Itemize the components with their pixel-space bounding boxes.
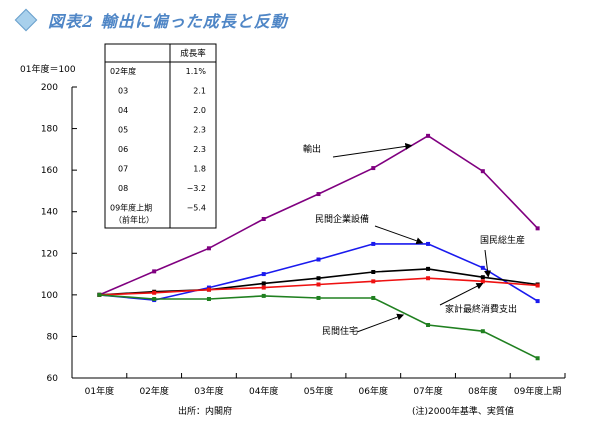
x-tick-label: 03年度 bbox=[194, 385, 223, 397]
data-point bbox=[480, 169, 485, 174]
growth-table bbox=[104, 43, 217, 229]
data-point bbox=[206, 297, 211, 302]
table-row-label: 02年度 bbox=[110, 66, 136, 76]
data-point bbox=[371, 241, 376, 246]
y-tick-label: 160 bbox=[41, 166, 58, 176]
annotation-label: 家計最終消費支出 bbox=[445, 303, 517, 315]
annotation-label: 国民総生産 bbox=[480, 234, 525, 246]
series-line-3 bbox=[99, 277, 538, 296]
table-row-value: 1.1% bbox=[186, 67, 207, 76]
annotation-label: 民間住宅 bbox=[322, 325, 358, 337]
data-point bbox=[480, 329, 485, 334]
table-footnote: （前年比） bbox=[114, 215, 154, 225]
annotation-arrow bbox=[356, 313, 405, 333]
data-point bbox=[371, 166, 376, 171]
y-tick-label: 180 bbox=[41, 125, 58, 135]
annotation-arrow bbox=[332, 142, 413, 158]
x-tick-label: 06年度 bbox=[359, 385, 388, 397]
data-point bbox=[261, 281, 266, 286]
x-tick-label: 02年度 bbox=[139, 385, 168, 397]
table-row-label: 03 bbox=[118, 87, 128, 96]
source-note: 出所：内閣府 bbox=[178, 407, 233, 417]
data-point bbox=[261, 285, 266, 290]
data-point bbox=[480, 279, 485, 284]
data-point bbox=[426, 133, 431, 138]
data-point bbox=[316, 276, 321, 281]
data-point bbox=[371, 295, 376, 300]
data-point bbox=[316, 282, 321, 287]
title-bar: 図表2 輸出に偏った成長と反動 bbox=[14, 8, 288, 32]
series-line-2 bbox=[99, 268, 538, 296]
data-point bbox=[535, 226, 540, 231]
table-row-label: 04 bbox=[118, 106, 128, 115]
data-point bbox=[261, 272, 266, 277]
data-point bbox=[480, 265, 485, 270]
table-row-value: −5.4 bbox=[187, 204, 206, 213]
table-row-label: 07 bbox=[118, 165, 128, 174]
data-point bbox=[206, 285, 211, 290]
data-point bbox=[97, 292, 102, 297]
table-row-value: 2.3 bbox=[193, 126, 206, 135]
data-point bbox=[316, 295, 321, 300]
y-tick-label: 120 bbox=[41, 249, 58, 259]
data-point bbox=[371, 279, 376, 284]
table-row-value: −3.2 bbox=[187, 184, 206, 193]
table-row-label: 06 bbox=[118, 145, 128, 154]
annotation-label: 輸出 bbox=[303, 143, 321, 155]
x-tick-label: 04年度 bbox=[249, 385, 278, 397]
table-row-label: 09年度上期 bbox=[110, 203, 152, 213]
x-tick-label: 08年度 bbox=[468, 385, 497, 397]
x-tick-label: 07年度 bbox=[413, 385, 442, 397]
data-point bbox=[426, 241, 431, 246]
data-point bbox=[535, 356, 540, 361]
data-point bbox=[426, 322, 431, 327]
y-tick-label: 60 bbox=[47, 374, 59, 384]
x-tick-label: 05年度 bbox=[304, 385, 333, 397]
footnote: (注)2000年基準、実質値 bbox=[412, 407, 514, 417]
annotation-arrow bbox=[484, 249, 492, 278]
table-row-value: 1.8 bbox=[193, 165, 206, 174]
table-row-value: 2.1 bbox=[193, 87, 206, 96]
y-tick-label: 200 bbox=[41, 83, 58, 93]
data-point bbox=[152, 297, 157, 302]
table-row-value: 2.3 bbox=[193, 145, 206, 154]
x-tick-label: 01年度 bbox=[85, 385, 114, 397]
data-point bbox=[426, 276, 431, 281]
data-point bbox=[480, 275, 485, 280]
annotation-label: 民間企業設備 bbox=[315, 213, 369, 225]
data-point bbox=[535, 283, 540, 288]
data-point bbox=[152, 269, 157, 274]
data-point bbox=[152, 290, 157, 295]
data-point bbox=[206, 246, 211, 251]
table-row-value: 2.0 bbox=[193, 106, 206, 115]
y-tick-label: 80 bbox=[47, 332, 59, 342]
annotation-arrow bbox=[439, 282, 484, 306]
table-row-label: 08 bbox=[118, 184, 128, 193]
data-point bbox=[426, 266, 431, 271]
table-row-label: 05 bbox=[118, 126, 128, 135]
data-point bbox=[535, 299, 540, 304]
data-point bbox=[206, 287, 211, 292]
chart-title: 図表2 輸出に偏った成長と反動 bbox=[48, 12, 288, 31]
data-point bbox=[316, 192, 321, 197]
y-unit-label: 01年度＝100 bbox=[20, 65, 76, 75]
table-header: 成長率 bbox=[180, 48, 206, 59]
data-point bbox=[261, 293, 266, 298]
data-point bbox=[316, 257, 321, 262]
x-tick-label: 09年度上期 bbox=[514, 385, 561, 397]
y-tick-label: 140 bbox=[41, 208, 58, 218]
y-tick-label: 100 bbox=[41, 291, 58, 301]
data-point bbox=[261, 216, 266, 221]
data-point bbox=[371, 269, 376, 274]
annotation-arrow bbox=[374, 225, 424, 245]
